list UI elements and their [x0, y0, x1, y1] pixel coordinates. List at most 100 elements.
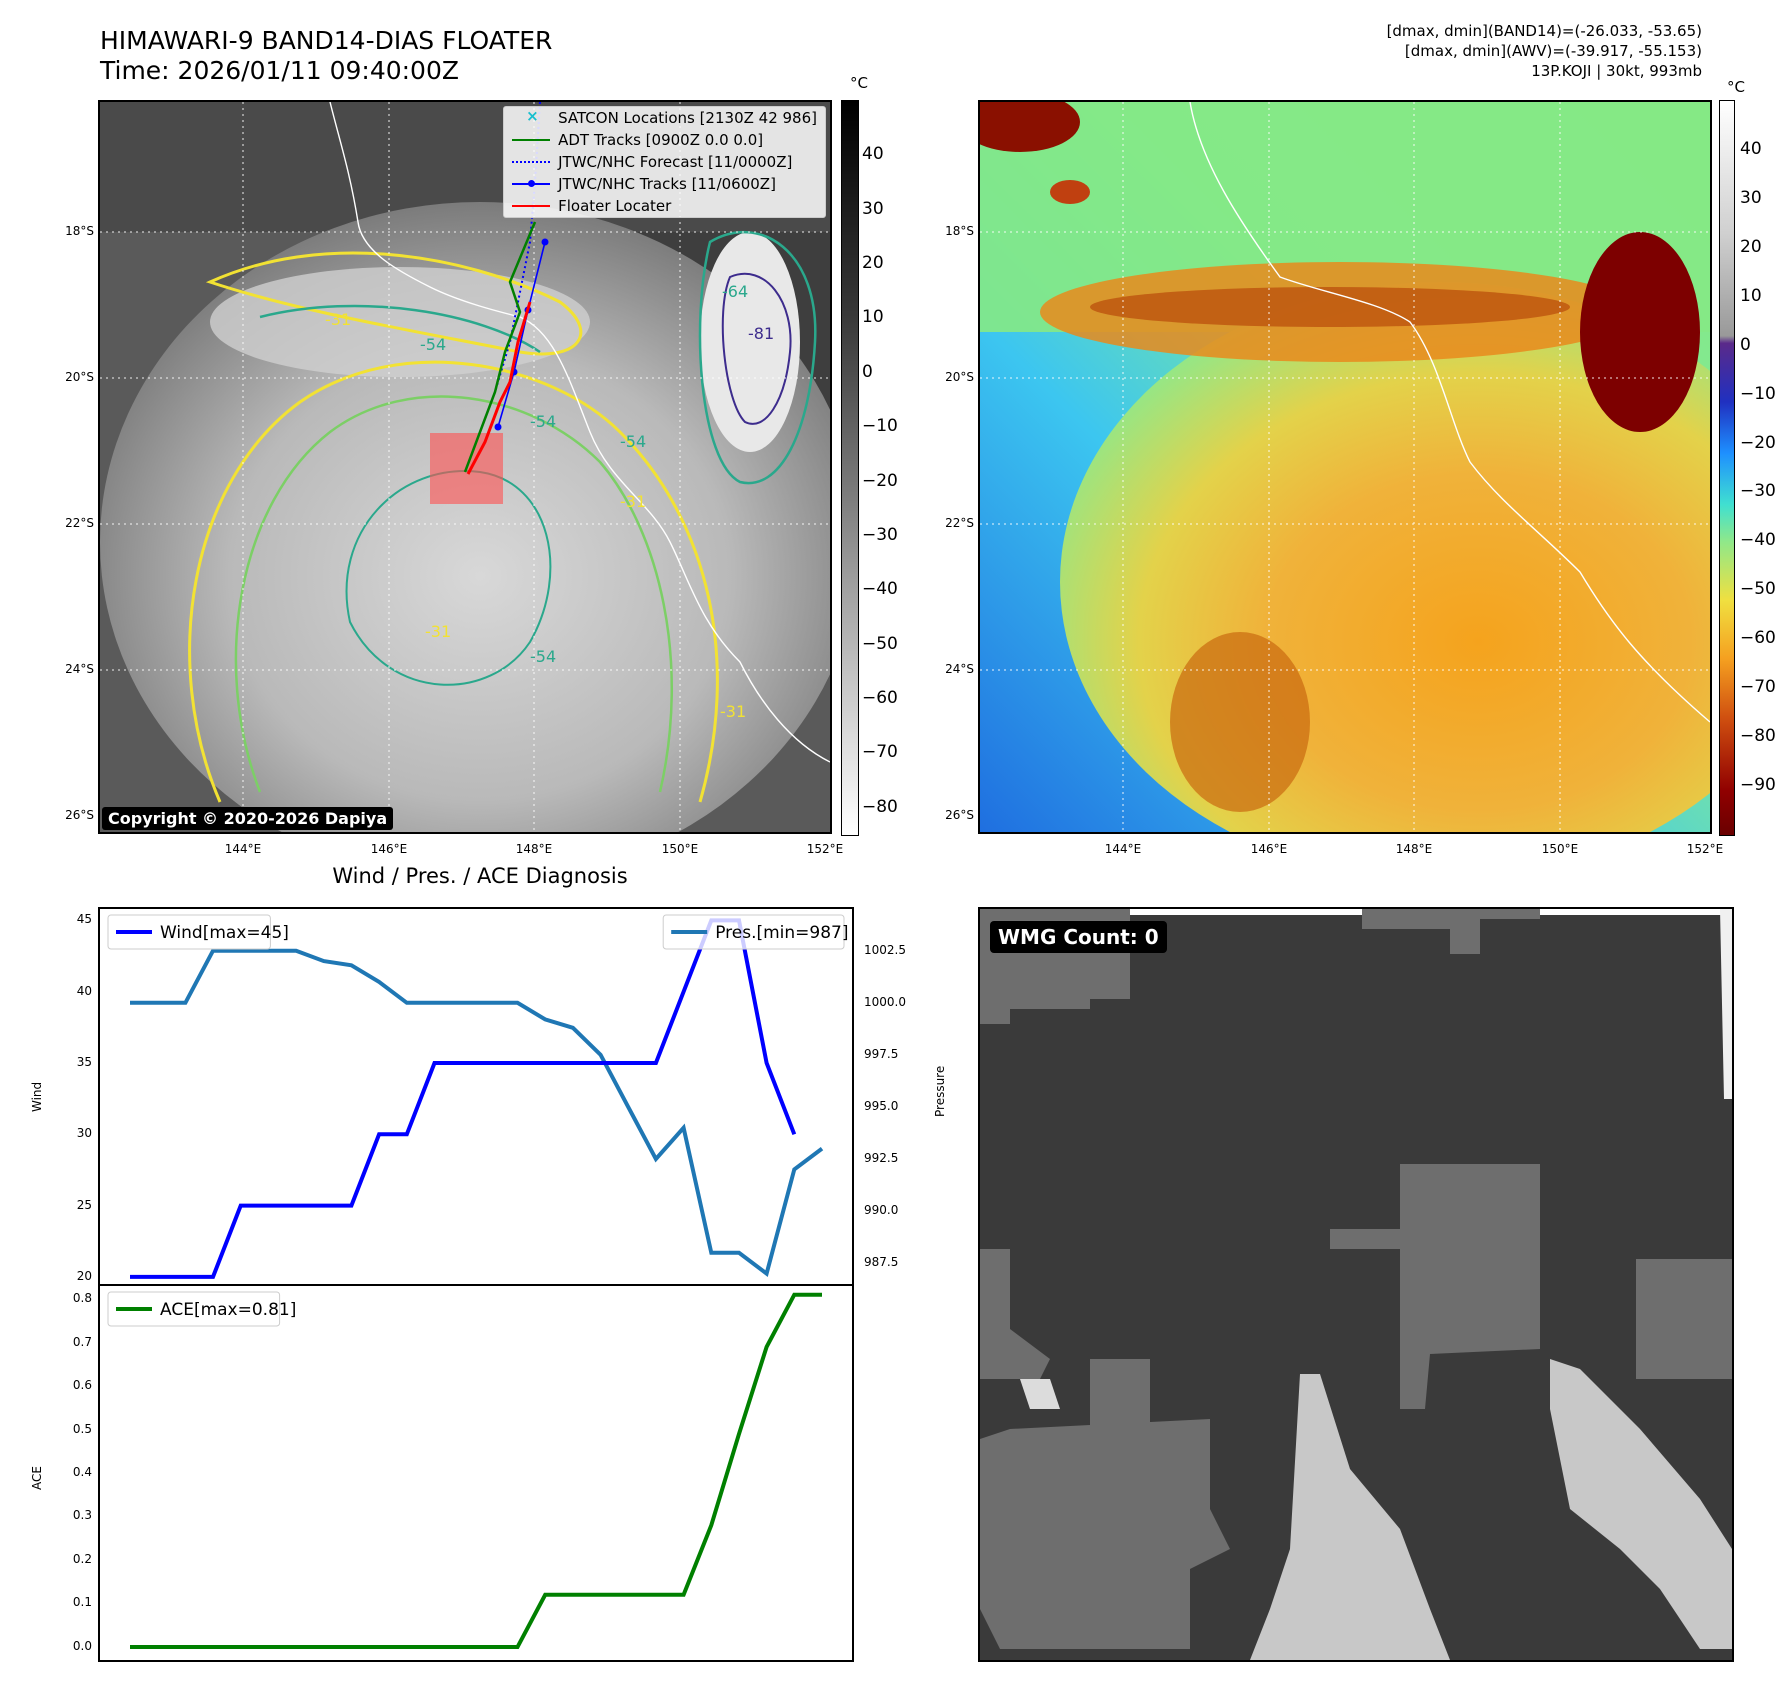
colorbar-tick-label: −20 [862, 470, 898, 491]
colorbar-tick-label: −40 [1740, 530, 1776, 551]
legend-label: SATCON Locations [2130Z 42 986] [558, 109, 817, 127]
colorbar-tick-label: −70 [1740, 677, 1776, 698]
line-swatch-icon [512, 133, 551, 147]
info-awv: [dmax, dmin](AWV)=(-39.917, -55.153) [1404, 42, 1702, 60]
colorbar-tick-label: −80 [862, 796, 898, 817]
y-tick-label: 45 [76, 912, 92, 927]
contour-label: -31 [620, 492, 647, 511]
lon-label: 146°E [1250, 842, 1288, 856]
info-band14: [dmax, dmin](BAND14)=(-26.033, -53.65) [1386, 22, 1702, 40]
contour-label: -54 [620, 432, 647, 451]
ace-line [130, 1292, 822, 1649]
contour-label: -54 [420, 335, 447, 354]
map-legend: × SATCON Locations [2130Z 42 986] ADT Tr… [503, 106, 826, 218]
colorbar-tick-label: 20 [1740, 236, 1762, 257]
contour-label: -31 [325, 310, 352, 329]
lat-label: 22°S [945, 516, 974, 530]
colorbar-tick-label: −80 [1740, 726, 1776, 747]
y-tick-label: 20 [76, 1268, 92, 1283]
wind-line [130, 918, 797, 1279]
lon-label: 148°E [515, 842, 553, 856]
y-tick-label: 0.0 [72, 1638, 92, 1653]
lat-label: 24°S [65, 662, 94, 676]
colorbar-tick-label: −70 [862, 742, 898, 763]
colorbar-tick-label: −30 [862, 524, 898, 545]
dotted-line-icon [512, 155, 551, 169]
colorbar-tick-label: 0 [862, 361, 873, 382]
colorbar-tick-label: 0 [1740, 334, 1751, 355]
y-tick-label: 0.6 [72, 1378, 92, 1393]
colorbar-tick-label: −50 [862, 633, 898, 654]
colorbar-tick-label: −40 [862, 579, 898, 600]
colorbar-unit: °C [850, 74, 868, 92]
legend-label: ADT Tracks [0900Z 0.0 0.0] [558, 131, 764, 149]
legend-label: Floater Locater [558, 197, 672, 215]
legend-label: JTWC/NHC Forecast [11/0000Z] [558, 153, 793, 171]
time-label: Time: 2026/01/11 09:40:00Z [100, 56, 459, 85]
colorbar-unit: °C [1727, 78, 1745, 96]
lon-label: 148°E [1395, 842, 1433, 856]
colorbar-tick-label: −60 [1740, 628, 1776, 649]
colorbar-tick-label: 40 [862, 144, 884, 165]
y-tick-label: 25 [76, 1197, 92, 1212]
awv-map [978, 100, 1712, 834]
y-tick-label: 35 [76, 1054, 92, 1069]
wmg-panel: WMG Count: 0 [978, 907, 1734, 1662]
lon-label: 152°E [806, 842, 844, 856]
wind-axis-label: Wind [30, 1081, 44, 1112]
y-tick-label: 0.8 [72, 1291, 92, 1306]
wmg-count-badge: WMG Count: 0 [990, 921, 1167, 953]
legend-item-forecast: JTWC/NHC Forecast [11/0000Z] [504, 151, 825, 173]
wind-pres-chart: Wind[max=45] Pres.[min=987] [98, 907, 854, 1286]
legend-item-tracks: JTWC/NHC Tracks [11/0600Z] [504, 173, 825, 195]
legend-item-adt: ADT Tracks [0900Z 0.0 0.0] [504, 129, 825, 151]
ace-chart: ACE[max=0.81] [98, 1284, 854, 1662]
dot-line-icon [512, 177, 551, 191]
colorbar-tick-label: −30 [1740, 481, 1776, 502]
awv-colorbar [1719, 100, 1735, 836]
colorbar-tick-label: −90 [1740, 775, 1776, 796]
copyright-badge: Copyright © 2020-2026 Dapiya [102, 807, 394, 830]
lat-label: 26°S [65, 808, 94, 822]
y-tick-label: 0.7 [72, 1334, 92, 1349]
colorbar-tick-label: −50 [1740, 579, 1776, 600]
lat-label: 18°S [65, 224, 94, 238]
band14-map: -54 -31 -54 -31 -64 -81 -54 -31 -31 -54 … [98, 100, 832, 834]
pressure-line [130, 948, 824, 1277]
line-swatch-icon [512, 199, 551, 213]
lat-label: 20°S [945, 370, 974, 384]
contour-label: -64 [722, 282, 749, 301]
wind-legend: Wind[max=45] [107, 914, 289, 950]
colorbar-tick-label: 10 [1740, 285, 1762, 306]
y-tick-label: 997.5 [864, 1046, 899, 1061]
contour-label: -31 [425, 622, 452, 641]
contour-label: -81 [748, 324, 775, 343]
y-tick-label: 0.2 [72, 1551, 92, 1566]
y-tick-label: 995.0 [864, 1098, 899, 1113]
lon-label: 144°E [1104, 842, 1142, 856]
y-tick-label: 987.5 [864, 1255, 899, 1270]
colorbar-tick-label: −10 [862, 416, 898, 437]
colorbar-tick-label: −60 [862, 688, 898, 709]
lon-label: 152°E [1686, 842, 1724, 856]
colorbar-tick-label: 10 [862, 307, 884, 328]
lon-label: 146°E [370, 842, 408, 856]
x-marker-icon: × [526, 107, 539, 125]
gray-colorbar [841, 100, 859, 836]
svg-text:Wind[max=45]: Wind[max=45] [160, 923, 289, 943]
y-tick-label: 1002.5 [864, 942, 906, 957]
lat-label: 22°S [65, 516, 94, 530]
legend-label: JTWC/NHC Tracks [11/0600Z] [558, 175, 776, 193]
legend-item-floater: Floater Locater [504, 195, 825, 217]
y-tick-label: 1000.0 [864, 994, 906, 1009]
contour-label: -31 [720, 702, 747, 721]
page-title: HIMAWARI-9 BAND14-DIAS FLOATER [100, 26, 553, 55]
pressure-legend: Pres.[min=987] [662, 914, 849, 950]
ace-legend: ACE[max=0.81] [107, 1291, 296, 1327]
y-tick-label: 40 [76, 983, 92, 998]
lat-label: 20°S [65, 370, 94, 384]
lat-label: 24°S [945, 662, 974, 676]
lon-label: 150°E [1541, 842, 1579, 856]
svg-text:Pres.[min=987]: Pres.[min=987] [715, 923, 848, 943]
contour-label: -54 [530, 647, 557, 666]
